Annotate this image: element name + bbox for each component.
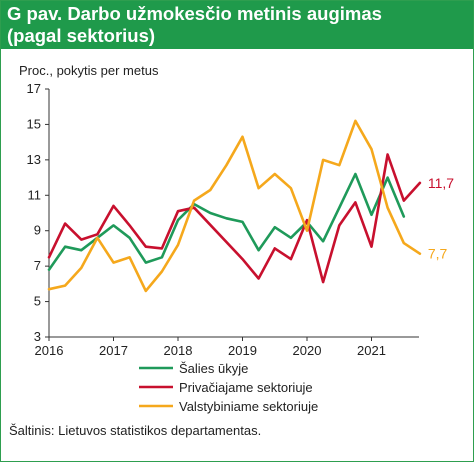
y-axis-label: Proc., pokytis per metus [19,63,159,78]
x-tick-label: 2020 [293,343,322,358]
y-tick-label: 3 [34,329,41,344]
y-tick-label: 13 [27,152,41,167]
y-tick-label: 17 [27,81,41,96]
legend-label: Privačiajame sektoriuje [179,380,313,395]
end-value-label: 7,7 [428,246,448,262]
y-tick-label: 7 [34,258,41,273]
x-tick-label: 2018 [164,343,193,358]
legend-label: Valstybiniame sektoriuje [179,399,318,414]
legend-label: Šalies ūkyje [179,361,248,376]
source-note: Šaltinis: Lietuvos statistikos departame… [9,423,262,438]
y-tick-label: 11 [28,187,42,202]
end-value-label: 11,7 [428,175,454,191]
y-tick-label: 5 [34,294,41,309]
chart-title-line-2: (pagal sektorius) [7,25,156,46]
y-tick-label: 9 [34,223,41,238]
series-line-1 [47,172,406,271]
chart-title-line-1: G pav. Darbo užmokesčio metinis augimas [7,3,382,24]
series-layer: 11,7 7,7 [47,119,454,293]
axes: 3 5 7 9 11 13 15 17 2016 2017 2018 2019 2020 2021 [27,81,419,358]
x-tick-label: 2016 [35,343,64,358]
legend: Šalies ūkyje Privačiajame sektoriuje Valst… [139,361,318,414]
x-tick-label: 2021 [357,343,386,358]
series-line-3 [47,119,422,293]
title-bar: G pav. Darbo užmokesčio metinis augimas … [1,1,473,49]
line-chart: Proc., pokytis per metus 3 5 7 9 11 13 15 17 201… [19,63,454,414]
y-tick-label: 15 [27,116,41,131]
x-tick-label: 2019 [228,343,257,358]
series-line-2 [47,153,422,284]
x-tick-label: 2017 [99,343,128,358]
